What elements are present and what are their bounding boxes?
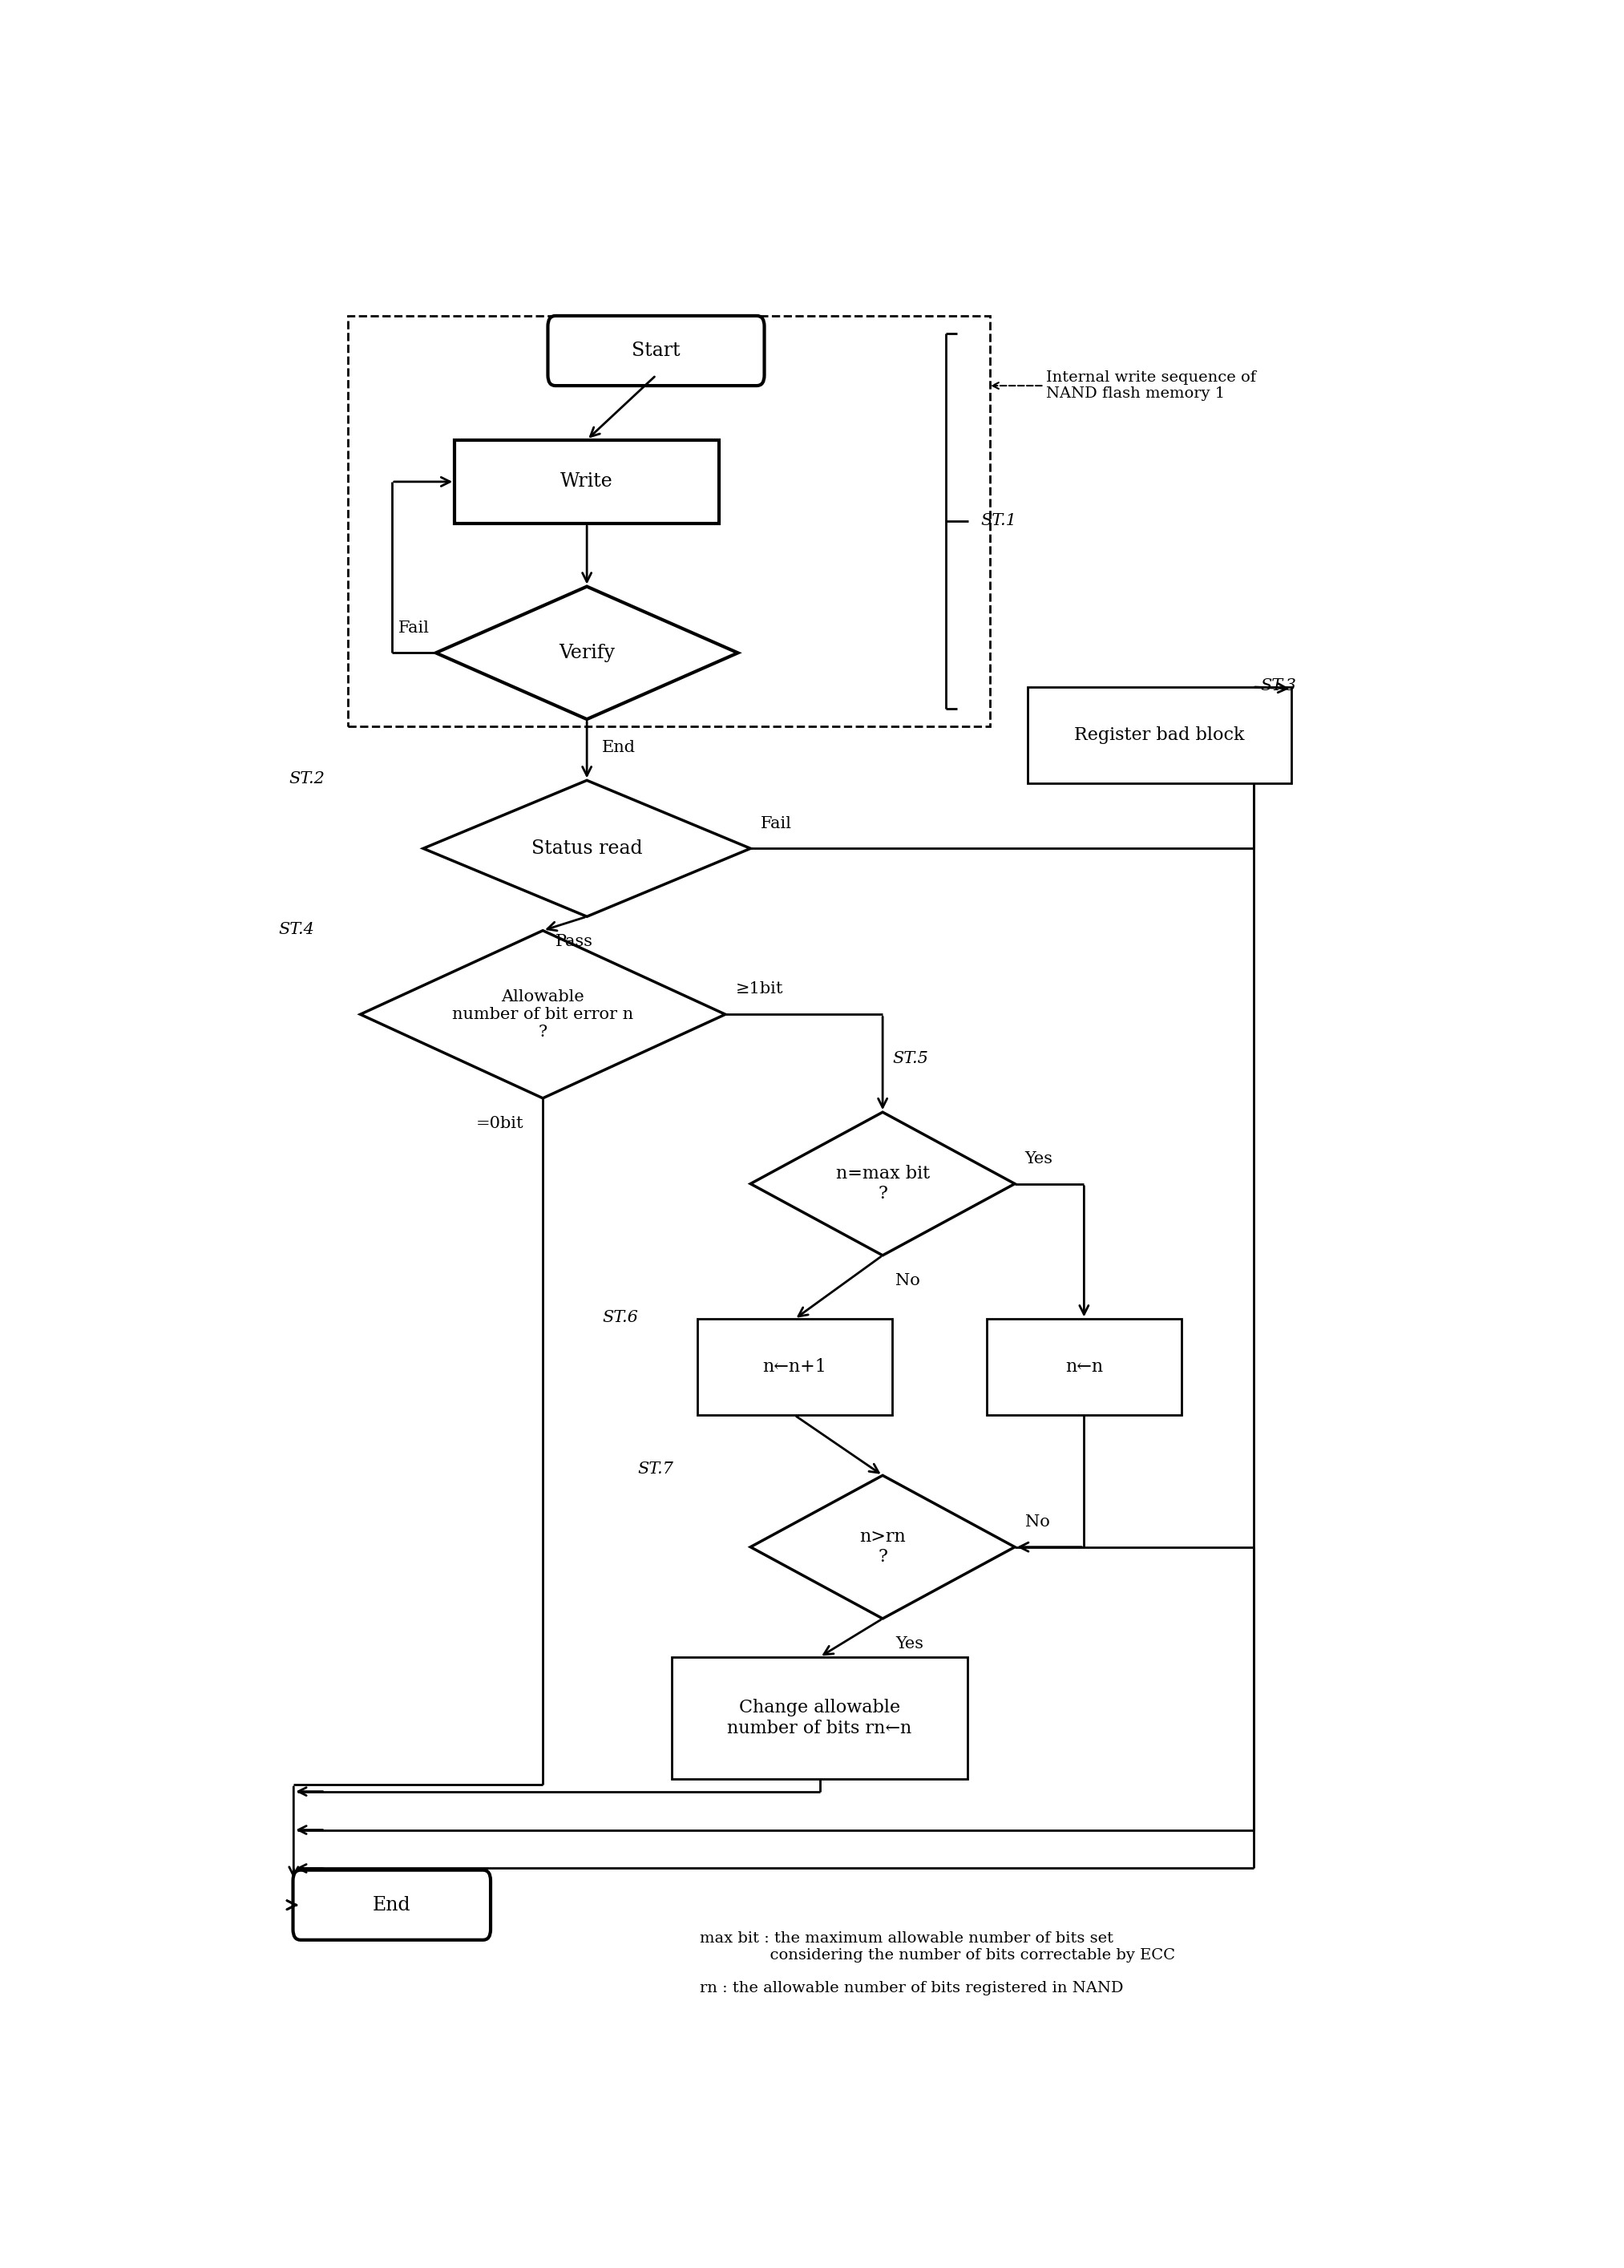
Text: Yes: Yes xyxy=(1025,1152,1052,1166)
Text: max bit : the maximum allowable number of bits set
              considering the: max bit : the maximum allowable number o… xyxy=(700,1932,1176,1996)
Text: n>rn
?: n>rn ? xyxy=(859,1529,906,1565)
Text: End: End xyxy=(603,739,635,755)
Text: ST.2: ST.2 xyxy=(289,771,325,787)
Bar xyxy=(986,1320,1182,1415)
FancyBboxPatch shape xyxy=(547,315,765,386)
Text: Allowable
number of bit error n
?: Allowable number of bit error n ? xyxy=(451,989,633,1039)
Text: ≥1bit: ≥1bit xyxy=(736,982,783,998)
Text: ST.3: ST.3 xyxy=(1260,678,1296,694)
Text: n←n+1: n←n+1 xyxy=(763,1359,827,1377)
Text: Start: Start xyxy=(632,342,680,361)
Text: ST.5: ST.5 xyxy=(893,1050,929,1066)
Text: ST.1: ST.1 xyxy=(981,513,1017,528)
Polygon shape xyxy=(435,587,737,719)
Text: No: No xyxy=(895,1272,919,1288)
Bar xyxy=(455,440,719,524)
Polygon shape xyxy=(361,930,726,1098)
Text: n←n: n←n xyxy=(1065,1359,1103,1377)
Polygon shape xyxy=(750,1476,1015,1619)
Text: Fail: Fail xyxy=(398,619,429,635)
Text: ST.7: ST.7 xyxy=(637,1461,674,1476)
Bar xyxy=(1028,687,1291,782)
Polygon shape xyxy=(424,780,750,916)
Text: No: No xyxy=(1025,1515,1049,1529)
Text: Yes: Yes xyxy=(895,1635,924,1651)
Text: Pass: Pass xyxy=(555,934,593,950)
Text: Verify: Verify xyxy=(559,644,615,662)
Bar xyxy=(672,1658,968,1780)
Text: Change allowable
number of bits rn←n: Change allowable number of bits rn←n xyxy=(728,1699,913,1737)
Text: Write: Write xyxy=(560,472,614,490)
Text: Status read: Status read xyxy=(531,839,643,857)
Polygon shape xyxy=(750,1111,1015,1256)
Text: End: End xyxy=(372,1896,411,1914)
Bar xyxy=(348,315,989,726)
FancyBboxPatch shape xyxy=(292,1871,490,1939)
Text: ST.4: ST.4 xyxy=(279,921,315,937)
Bar xyxy=(697,1320,892,1415)
Text: ST.6: ST.6 xyxy=(603,1311,638,1325)
Text: Internal write sequence of
NAND flash memory 1: Internal write sequence of NAND flash me… xyxy=(992,370,1257,401)
Text: Register bad block: Register bad block xyxy=(1075,726,1244,744)
Text: n=max bit
?: n=max bit ? xyxy=(836,1166,929,1202)
Text: Fail: Fail xyxy=(760,816,793,830)
Text: =0bit: =0bit xyxy=(476,1116,525,1132)
